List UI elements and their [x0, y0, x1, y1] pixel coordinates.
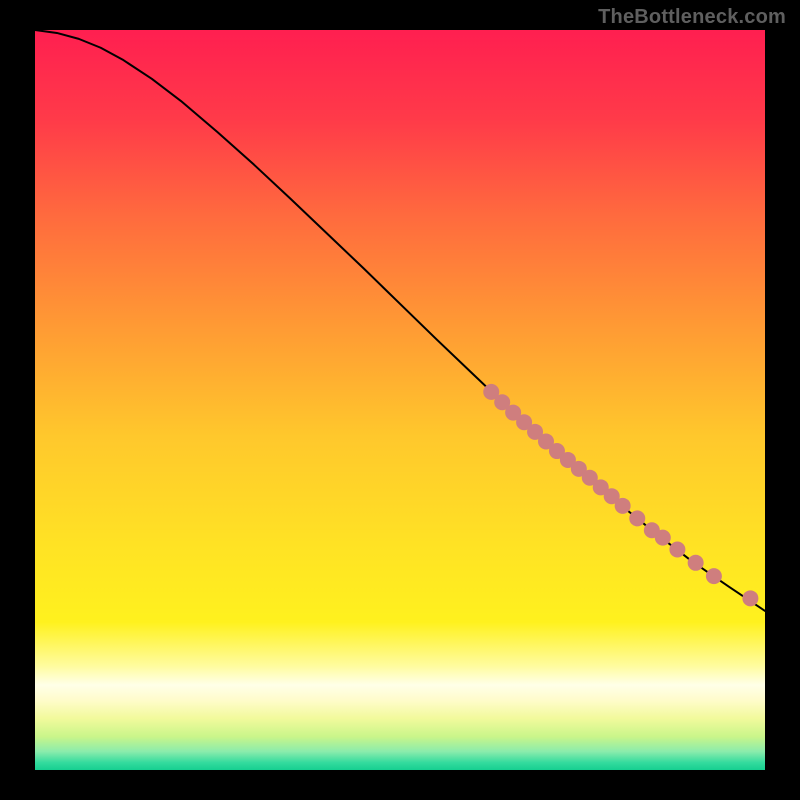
- plot-background: [35, 30, 765, 770]
- chart-stage: TheBottleneck.com: [0, 0, 800, 800]
- data-marker: [615, 498, 631, 514]
- data-marker: [706, 568, 722, 584]
- data-marker: [655, 530, 671, 546]
- bottleneck-chart: [0, 0, 800, 800]
- data-marker: [742, 590, 758, 606]
- data-marker: [629, 510, 645, 526]
- data-marker: [688, 555, 704, 571]
- data-marker: [669, 541, 685, 557]
